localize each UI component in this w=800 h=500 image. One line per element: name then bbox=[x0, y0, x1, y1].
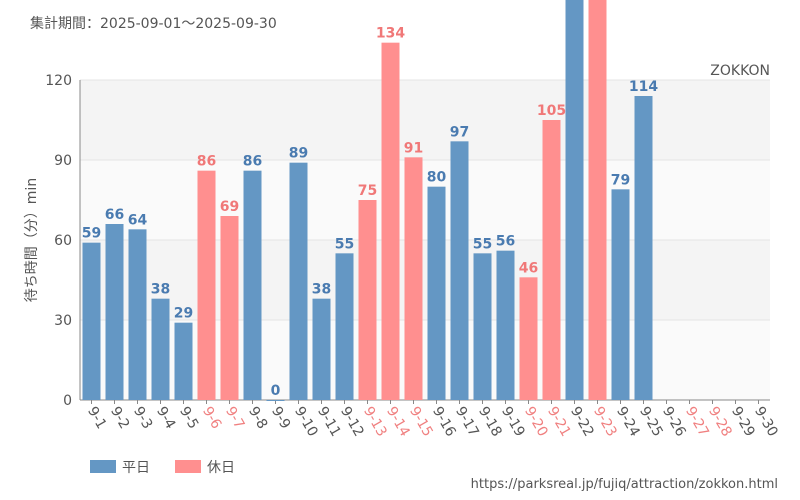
x-tick-label: 9-27 bbox=[682, 404, 712, 440]
bar bbox=[519, 277, 538, 400]
value-label: 69 bbox=[220, 199, 239, 215]
value-label: 79 bbox=[611, 172, 630, 188]
value-label: 38 bbox=[312, 282, 331, 298]
y-tick-label: 120 bbox=[45, 73, 72, 89]
bar bbox=[335, 253, 354, 400]
value-label: 56 bbox=[496, 234, 515, 250]
bar bbox=[381, 42, 400, 401]
value-label: 80 bbox=[427, 170, 447, 186]
bar bbox=[289, 162, 308, 400]
value-label: 114 bbox=[629, 79, 658, 95]
x-tick-label: 9-24 bbox=[613, 404, 643, 440]
x-tick-label: 9-2 bbox=[107, 404, 132, 432]
legend-label: 休日 bbox=[207, 460, 235, 476]
bar bbox=[565, 0, 584, 400]
subtitle: 集計期間：2025-09-01～2025-09-30 bbox=[30, 15, 277, 32]
x-tick-label: 9-22 bbox=[567, 404, 597, 440]
x-tick-label: 9-12 bbox=[337, 404, 367, 440]
value-label: 105 bbox=[537, 103, 566, 119]
y-tick-label: 90 bbox=[54, 153, 72, 169]
bar bbox=[427, 186, 446, 400]
x-tick-label: 9-13 bbox=[360, 404, 390, 440]
legend-label: 平日 bbox=[122, 460, 150, 476]
x-tick-label: 9-16 bbox=[429, 404, 459, 440]
source-label: ZOKKON bbox=[710, 63, 770, 79]
bar bbox=[128, 229, 147, 400]
value-label: 66 bbox=[105, 207, 124, 223]
x-tick-label: 9-7 bbox=[222, 404, 247, 432]
x-tick-label: 9-23 bbox=[590, 404, 620, 440]
bar bbox=[611, 189, 630, 400]
x-tick-label: 9-5 bbox=[176, 404, 201, 432]
bar bbox=[220, 216, 239, 400]
value-label: 86 bbox=[243, 154, 262, 170]
x-tick-label: 9-14 bbox=[383, 404, 413, 440]
value-label: 38 bbox=[151, 282, 170, 298]
x-tick-label: 9-20 bbox=[521, 404, 551, 440]
x-tick-label: 9-8 bbox=[245, 404, 270, 432]
x-tick-label: 9-30 bbox=[751, 404, 781, 440]
x-tick-label: 9-6 bbox=[199, 404, 224, 432]
bar bbox=[151, 298, 170, 400]
x-tick-label: 9-19 bbox=[498, 404, 528, 440]
x-tick-label: 9-11 bbox=[314, 404, 344, 440]
value-label: 64 bbox=[128, 212, 148, 228]
bar bbox=[105, 224, 124, 400]
value-label: 86 bbox=[197, 154, 216, 170]
x-tick-label: 9-25 bbox=[636, 404, 666, 440]
x-tick-label: 9-4 bbox=[153, 404, 178, 432]
x-tick-label: 9-15 bbox=[406, 404, 436, 440]
x-tick-label: 9-26 bbox=[659, 404, 689, 440]
x-tick-label: 9-29 bbox=[728, 404, 758, 440]
x-tick-label: 9-28 bbox=[705, 404, 735, 440]
x-tick-label: 9-21 bbox=[544, 404, 574, 440]
bar bbox=[174, 322, 193, 400]
x-tick-label: 9-3 bbox=[130, 404, 155, 432]
x-tick-label: 9-1 bbox=[84, 404, 109, 432]
value-label: 134 bbox=[376, 26, 405, 42]
x-tick-label: 9-9 bbox=[268, 404, 293, 432]
y-axis-label: 待ち時間（分）min bbox=[24, 178, 40, 302]
value-label: 97 bbox=[450, 124, 469, 140]
legend-swatch bbox=[175, 460, 201, 473]
value-label: 29 bbox=[174, 306, 193, 322]
plot-band bbox=[80, 320, 770, 400]
x-tick-label: 9-17 bbox=[452, 404, 482, 440]
legend-swatch bbox=[90, 460, 116, 473]
bar bbox=[243, 170, 262, 400]
value-label: 55 bbox=[335, 236, 354, 252]
bar bbox=[82, 242, 101, 400]
y-tick-label: 0 bbox=[63, 393, 72, 409]
plot-band bbox=[80, 240, 770, 320]
value-label: 91 bbox=[404, 140, 423, 156]
value-label: 55 bbox=[473, 236, 492, 252]
y-tick-label: 30 bbox=[54, 313, 72, 329]
y-tick-label: 60 bbox=[54, 233, 72, 249]
bar bbox=[358, 200, 377, 400]
bar bbox=[266, 400, 285, 401]
x-tick-label: 9-10 bbox=[291, 404, 321, 440]
x-tick-label: 9-18 bbox=[475, 404, 505, 440]
bar bbox=[496, 250, 515, 400]
plot-band bbox=[80, 160, 770, 240]
value-label: 59 bbox=[82, 226, 101, 242]
bar bbox=[634, 96, 653, 400]
bar bbox=[588, 0, 607, 400]
value-label: 89 bbox=[289, 146, 308, 162]
bar bbox=[542, 120, 561, 400]
bar bbox=[450, 141, 469, 401]
bar bbox=[473, 253, 492, 400]
bar bbox=[404, 157, 423, 400]
plot-band bbox=[80, 80, 770, 160]
value-label: 46 bbox=[519, 260, 538, 276]
bar bbox=[312, 298, 331, 400]
value-label: 0 bbox=[271, 383, 281, 399]
footer: https://parksreal.jp/fujiq/attraction/zo… bbox=[471, 477, 778, 492]
value-label: 75 bbox=[358, 183, 377, 199]
bar bbox=[197, 170, 216, 400]
